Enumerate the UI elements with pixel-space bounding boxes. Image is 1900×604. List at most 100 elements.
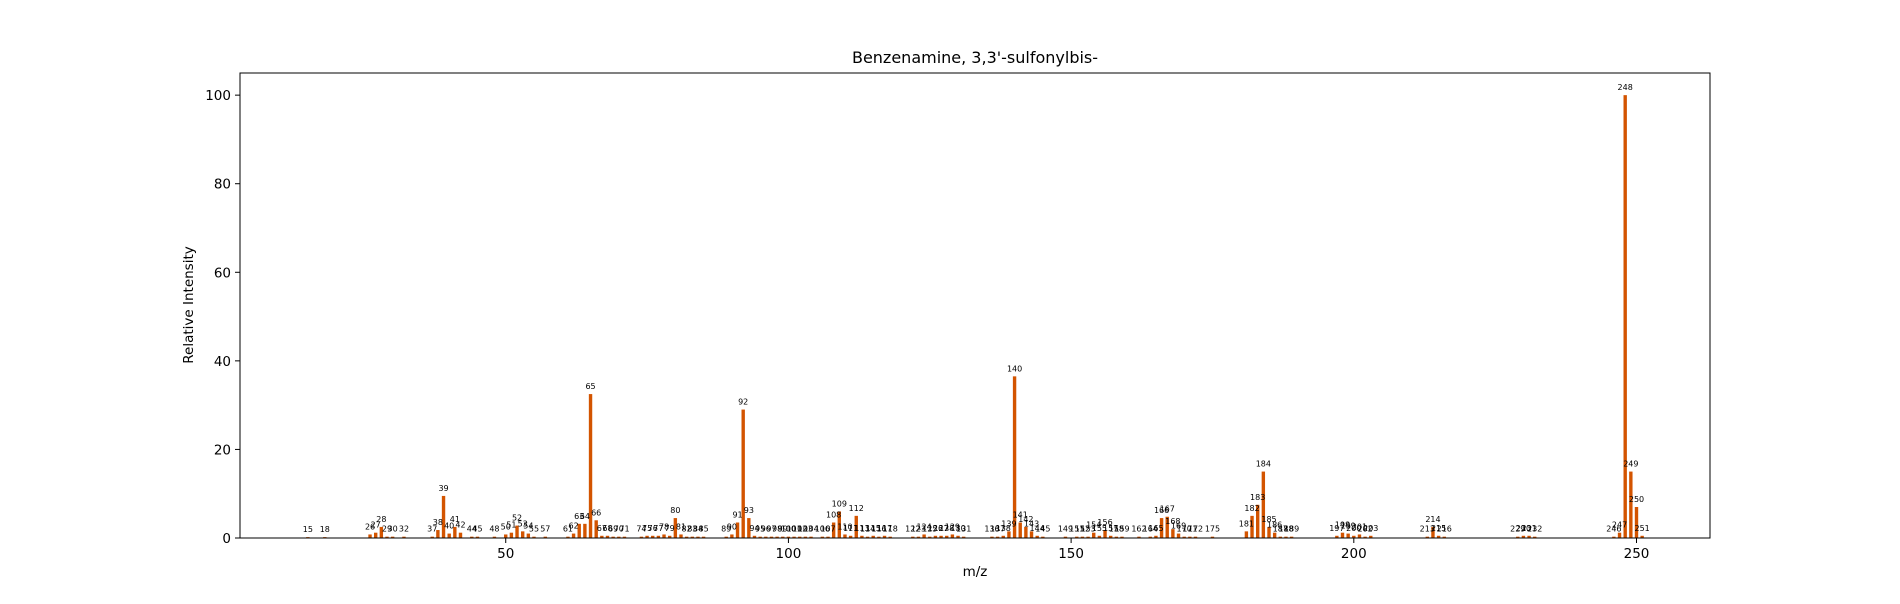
peak-label-182: 182 [1244,504,1259,513]
peak-label-115: 115 [866,524,881,533]
peak-label-38: 38 [433,518,443,527]
peak-label-39: 39 [438,484,448,493]
peak-bar-40 [447,533,451,538]
peak-bar-118 [888,536,892,538]
peak-label-175: 175 [1205,525,1220,534]
peak-bar-122 [911,536,915,538]
peak-label-137: 137 [990,525,1005,534]
peak-bar-108 [831,522,836,538]
peak-bar-92 [741,409,745,538]
peak-label-84: 84 [693,525,703,534]
peak-label-200: 200 [1346,524,1361,533]
peak-label-186: 186 [1267,521,1282,530]
peak-bar-145 [1041,536,1045,538]
peak-label-95: 95 [755,525,765,534]
peak-label-184: 184 [1256,460,1271,469]
x-axis-label: m/z [963,564,988,580]
peak-label-106: 106 [815,525,830,534]
peak-label-96: 96 [761,525,771,534]
peak-label-29: 29 [382,525,392,534]
peak-label-83: 83 [687,525,697,534]
peak-bar-104 [809,536,813,538]
peak-bar-74 [639,536,644,538]
peak-label-54: 54 [523,522,533,531]
peak-bar-183 [1256,504,1260,538]
peak-bar-139 [1007,531,1011,538]
peak-label-250: 250 [1629,495,1644,504]
peak-bar-111 [848,535,853,538]
peak-label-18: 18 [320,525,330,534]
peak-bar-71 [622,536,627,538]
peak-label-181: 181 [1239,519,1254,528]
peak-label-63: 63 [574,512,584,521]
peak-label-249: 249 [1623,460,1638,469]
peak-bar-27 [374,532,378,538]
peak-bar-215 [1436,535,1441,538]
peak-bar-188 [1284,536,1288,538]
peak-label-152: 152 [1075,525,1090,534]
peak-bar-37 [430,536,434,538]
peak-label-75: 75 [642,524,652,533]
x-tick-label-150: 150 [1058,546,1084,562]
peak-bar-137 [995,536,1000,538]
peak-label-89: 89 [721,525,731,534]
peak-label-90: 90 [727,522,737,531]
peak-label-131: 131 [956,525,971,534]
peak-bar-39 [441,495,446,538]
peak-bar-45 [475,536,480,538]
peak-bar-144 [1035,535,1039,538]
peak-label-116: 116 [871,525,886,534]
peak-bar-125 [928,536,932,538]
peak-label-159: 159 [1114,525,1129,534]
peak-bar-202 [1363,536,1367,538]
peak-label-112: 112 [849,504,864,513]
peak-label-165: 165 [1148,524,1163,533]
peak-bar-48 [492,536,497,538]
peak-bar-216 [1442,536,1446,538]
peak-label-231: 231 [1521,524,1536,533]
peak-label-15: 15 [303,525,313,534]
bars-layer [306,95,1644,538]
peak-label-110: 110 [837,522,852,531]
peak-bar-52 [515,525,519,538]
peak-label-213: 213 [1420,525,1435,534]
peak-bar-69 [611,536,615,538]
chart-title: Benzenamine, 3,3'-sulfonylbis- [852,48,1098,67]
peak-bar-68 [605,535,610,538]
peak-bar-115 [871,535,875,538]
peak-bar-185 [1267,526,1271,538]
peak-bar-131 [962,536,966,538]
peak-bar-93 [747,518,751,538]
y-tick-label-60: 60 [214,265,231,281]
peak-label-215: 215 [1431,524,1446,533]
peak-label-111: 111 [843,524,858,533]
peak-bar-32 [402,536,406,538]
peak-label-145: 145 [1035,525,1050,534]
peak-label-153: 153 [1080,525,1095,534]
peak-bar-127 [939,535,943,538]
peak-bar-61 [566,536,570,538]
peak-bar-143 [1029,531,1034,538]
peak-bar-57 [543,536,547,538]
peak-label-77: 77 [653,524,663,533]
peak-label-139: 139 [1001,519,1016,528]
peak-label-172: 172 [1188,525,1203,534]
peak-bar-149 [1063,536,1068,538]
peak-label-154: 154 [1086,521,1101,530]
peak-label-188: 188 [1278,525,1293,534]
peak-label-45: 45 [472,525,482,534]
peak-bar-166 [1159,518,1164,538]
peak-bar-175 [1210,536,1215,538]
peak-bar-138 [1001,535,1005,538]
peak-bar-141 [1018,522,1022,538]
peak-label-129: 129 [945,522,960,531]
peak-bar-151 [1075,536,1079,538]
peak-bar-109 [837,511,841,538]
peak-label-109: 109 [832,499,847,508]
peak-bar-63 [577,523,581,538]
peak-bar-64 [583,523,587,538]
peak-bar-30 [390,536,395,538]
peak-label-203: 203 [1363,524,1378,533]
peak-bar-156 [1103,530,1107,538]
